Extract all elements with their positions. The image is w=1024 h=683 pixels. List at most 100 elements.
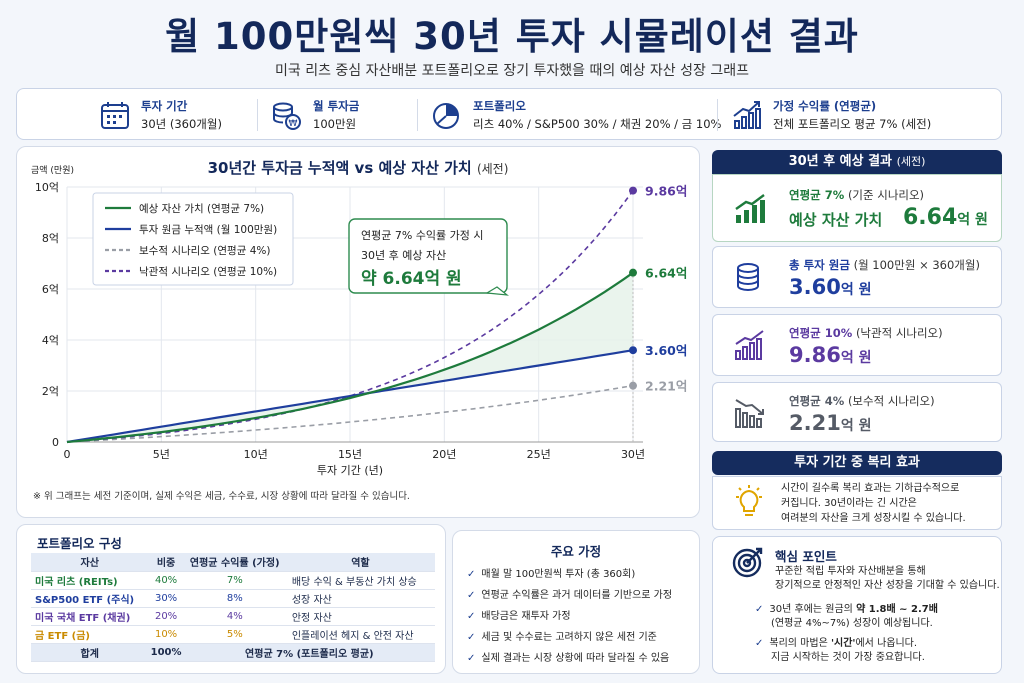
- end-label: 3.60억: [645, 343, 687, 358]
- series-line: [66, 271, 634, 444]
- page-title: 월 100만원씩 30년 투자 시뮬레이션 결과: [165, 15, 859, 58]
- y-tick-label: 4억: [42, 334, 59, 347]
- end-label: 9.86억: [645, 184, 687, 199]
- assumptions-title: 주요 가정: [550, 544, 602, 559]
- end-point: [629, 346, 637, 355]
- coin-stack-icon: [737, 263, 759, 292]
- portfolio-title: 포트폴리오 구성: [37, 536, 122, 551]
- legend-label: 보수적 시나리오 (연평균 4%): [139, 245, 270, 257]
- y-tick-label: 2억: [42, 385, 59, 398]
- check-icon: ✓: [755, 604, 764, 615]
- col-header: 역할: [285, 553, 435, 572]
- col-header: 연평균 수익률 (가정): [183, 553, 286, 572]
- result-sub: 예상 자산 가치: [789, 211, 883, 229]
- info-value: 100만원: [313, 117, 357, 131]
- result-card: 연평균 10% (낙관적 시나리오) 9.86억 원: [712, 314, 1002, 376]
- info-bar: 투자 기간 30년 (360개월) ₩ 월 투자금 100만원 포트폴리오 리츠…: [16, 88, 1002, 140]
- end-point: [629, 381, 637, 390]
- lightbulb-icon: [736, 485, 762, 516]
- compound-line: 커집니다. 30년이라는 긴 시간은: [781, 498, 917, 509]
- chart-panel: 30년간 투자금 누적액 vs 예상 자산 가치 (세전) 0 2억 4억 6억 8억 1…: [16, 146, 700, 518]
- table-row: S&P500 ETF (주식) 30% 8% 성장 자산: [31, 589, 435, 608]
- portfolio-panel: 포트폴리오 구성 자산 비중 연평균 수익률 (가정) 역할 미국 리츠 (RE…: [16, 524, 446, 674]
- end-point: [629, 268, 637, 277]
- info-label: 투자 기간: [141, 99, 188, 113]
- target-icon: [732, 547, 763, 578]
- compound-line: 시간이 길수록 복리 효과는 기하급수적으로: [781, 483, 960, 494]
- keypoints-title: 핵심 포인트: [775, 549, 837, 564]
- table-row: 미국 국채 ETF (채권) 20% 4% 안정 자산: [31, 607, 435, 626]
- y-axis-label: 금액 (만원): [31, 164, 74, 176]
- col-header: 비중: [148, 553, 184, 572]
- area-fill: [67, 272, 633, 442]
- series-line: [66, 384, 634, 443]
- result-label: 총 투자 원금 (월 100만원 × 360개월): [789, 258, 980, 272]
- result-card: 연평균 4% (보수적 시나리오) 2.21억 원: [712, 382, 1002, 442]
- annotation-box: [348, 218, 508, 294]
- info-label: 가정 수익률 (연평균): [773, 99, 877, 113]
- total-return: 연평균 7% (포트폴리오 평균): [183, 643, 435, 662]
- legend-label: 투자 원금 누적액 (월 100만원): [139, 224, 277, 236]
- y-tick-label: 10억: [35, 181, 59, 194]
- annotation-line: 30년 후 예상 자산: [361, 249, 446, 262]
- x-tick-label: 0: [64, 448, 71, 461]
- chart-note: ※ 위 그래프는 세전 기준이며, 실제 수익은 세금, 수수료, 시장 상황에…: [33, 490, 410, 502]
- result-value: 3.60억 원: [789, 275, 872, 299]
- growth-chart-icon: [735, 194, 765, 223]
- keypoints-intro: 장기적으로 안정적인 자산 성장을 기대할 수 있습니다.: [775, 580, 1000, 591]
- col-header: 자산: [31, 553, 149, 572]
- pie-chart-icon: [433, 103, 459, 129]
- legend-box: [92, 192, 294, 286]
- info-label: 월 투자금: [313, 99, 360, 113]
- x-tick-label: 15년: [338, 448, 362, 461]
- page-subtitle: 미국 리츠 중심 자산배분 포트폴리오로 장기 투자했을 때의 예상 자산 성장…: [275, 63, 749, 79]
- portfolio-table: 자산 비중 연평균 수익률 (가정) 역할 미국 리츠 (REITs) 40% 7%…: [31, 553, 435, 662]
- result-card: 연평균 7% (기준 시나리오) 예상 자산 가치 6.64억 원: [712, 174, 1002, 242]
- assumption-item: ✓ 세금 및 수수료는 고려하지 않은 세전 기준: [467, 632, 657, 643]
- y-tick-label: 8억: [42, 232, 59, 245]
- series-line: [66, 190, 634, 443]
- assumption-item: ✓ 배당금은 재투자 가정: [467, 611, 571, 622]
- legend-label: 예상 자산 가치 (연평균 7%): [139, 202, 264, 215]
- keypoint-bullet: ✓ 30년 후에는 원금의 약 1.8배 ~ 2.7배 (연평균 4%~7%) 성…: [755, 604, 938, 629]
- assumptions-panel: 주요 가정 ✓ 매월 말 100만원씩 투자 (총 360회) ✓ 연평균 수익률은 …: [452, 530, 700, 674]
- calendar-icon: [101, 102, 129, 129]
- info-value: 리츠 40% / S&P500 30% / 채권 20% / 금 10%: [473, 117, 722, 131]
- annotation-line: 연평균 7% 수익률 가정 시: [361, 229, 484, 242]
- rising-chart-icon: [735, 330, 764, 360]
- x-tick-label: 10년: [244, 448, 268, 461]
- end-label: 6.64억: [645, 266, 687, 281]
- compound-header: 투자 기간 중 복리 효과: [712, 451, 1002, 475]
- end-point: [629, 186, 637, 195]
- coins-icon: ₩: [273, 102, 301, 130]
- keypoint-bullet: ✓ 복리의 마법은 '시간'에서 나옵니다. 지금 시작하는 것이 가장 중요합니…: [755, 638, 925, 663]
- x-axis-label: 투자 기간 (년): [317, 464, 383, 477]
- info-value: 30년 (360개월): [141, 117, 222, 131]
- result-value: 2.21억 원: [789, 411, 872, 435]
- result-value: 9.86억 원: [789, 343, 872, 367]
- y-tick-label: 6억: [42, 283, 59, 296]
- compound-line: 여려분의 자산을 크게 성장시킬 수 있습니다.: [781, 513, 966, 524]
- assumption-item: ✓ 실제 결과는 시장 상황에 따라 달라질 수 있음: [467, 653, 670, 664]
- x-tick-label: 5년: [153, 448, 170, 461]
- keypoints-intro: 꾸준한 적립 투자와 자산배분을 통해: [775, 566, 926, 577]
- keypoints-card: 핵심 포인트 꾸준한 적립 투자와 자산배분을 통해 장기적으로 안정적인 자산…: [712, 536, 1002, 674]
- annotation-pointer: [485, 286, 509, 296]
- table-row: 미국 리츠 (REITs) 40% 7% 배당 수익 & 부동산 가치 상승: [31, 571, 435, 590]
- result-value: 6.64억 원: [903, 205, 988, 230]
- end-label: 2.21억: [645, 379, 687, 394]
- y-tick-label: 0: [52, 436, 59, 449]
- assumption-item: ✓ 연평균 수익률은 과거 데이터를 기반으로 가정: [467, 590, 673, 601]
- x-tick-label: 20년: [432, 448, 456, 461]
- compound-card: 시간이 길수록 복리 효과는 기하급수적으로 커집니다. 30년이라는 긴 시간…: [712, 476, 1002, 530]
- svg-text:₩: ₩: [289, 119, 298, 129]
- x-tick-label: 25년: [527, 448, 551, 461]
- chart-title: 30년간 투자금 누적액 vs 예상 자산 가치 (세전): [207, 159, 509, 177]
- legend-label: 낙관적 시나리오 (연평균 10%): [139, 266, 277, 278]
- total-weight: 100%: [148, 643, 184, 662]
- check-icon: ✓: [755, 638, 764, 649]
- info-label: 포트폴리오: [473, 99, 526, 113]
- bar-growth-icon: [733, 101, 761, 129]
- falling-chart-icon: [735, 399, 764, 428]
- result-label: 연평균 10% (낙관적 시나리오): [789, 326, 943, 340]
